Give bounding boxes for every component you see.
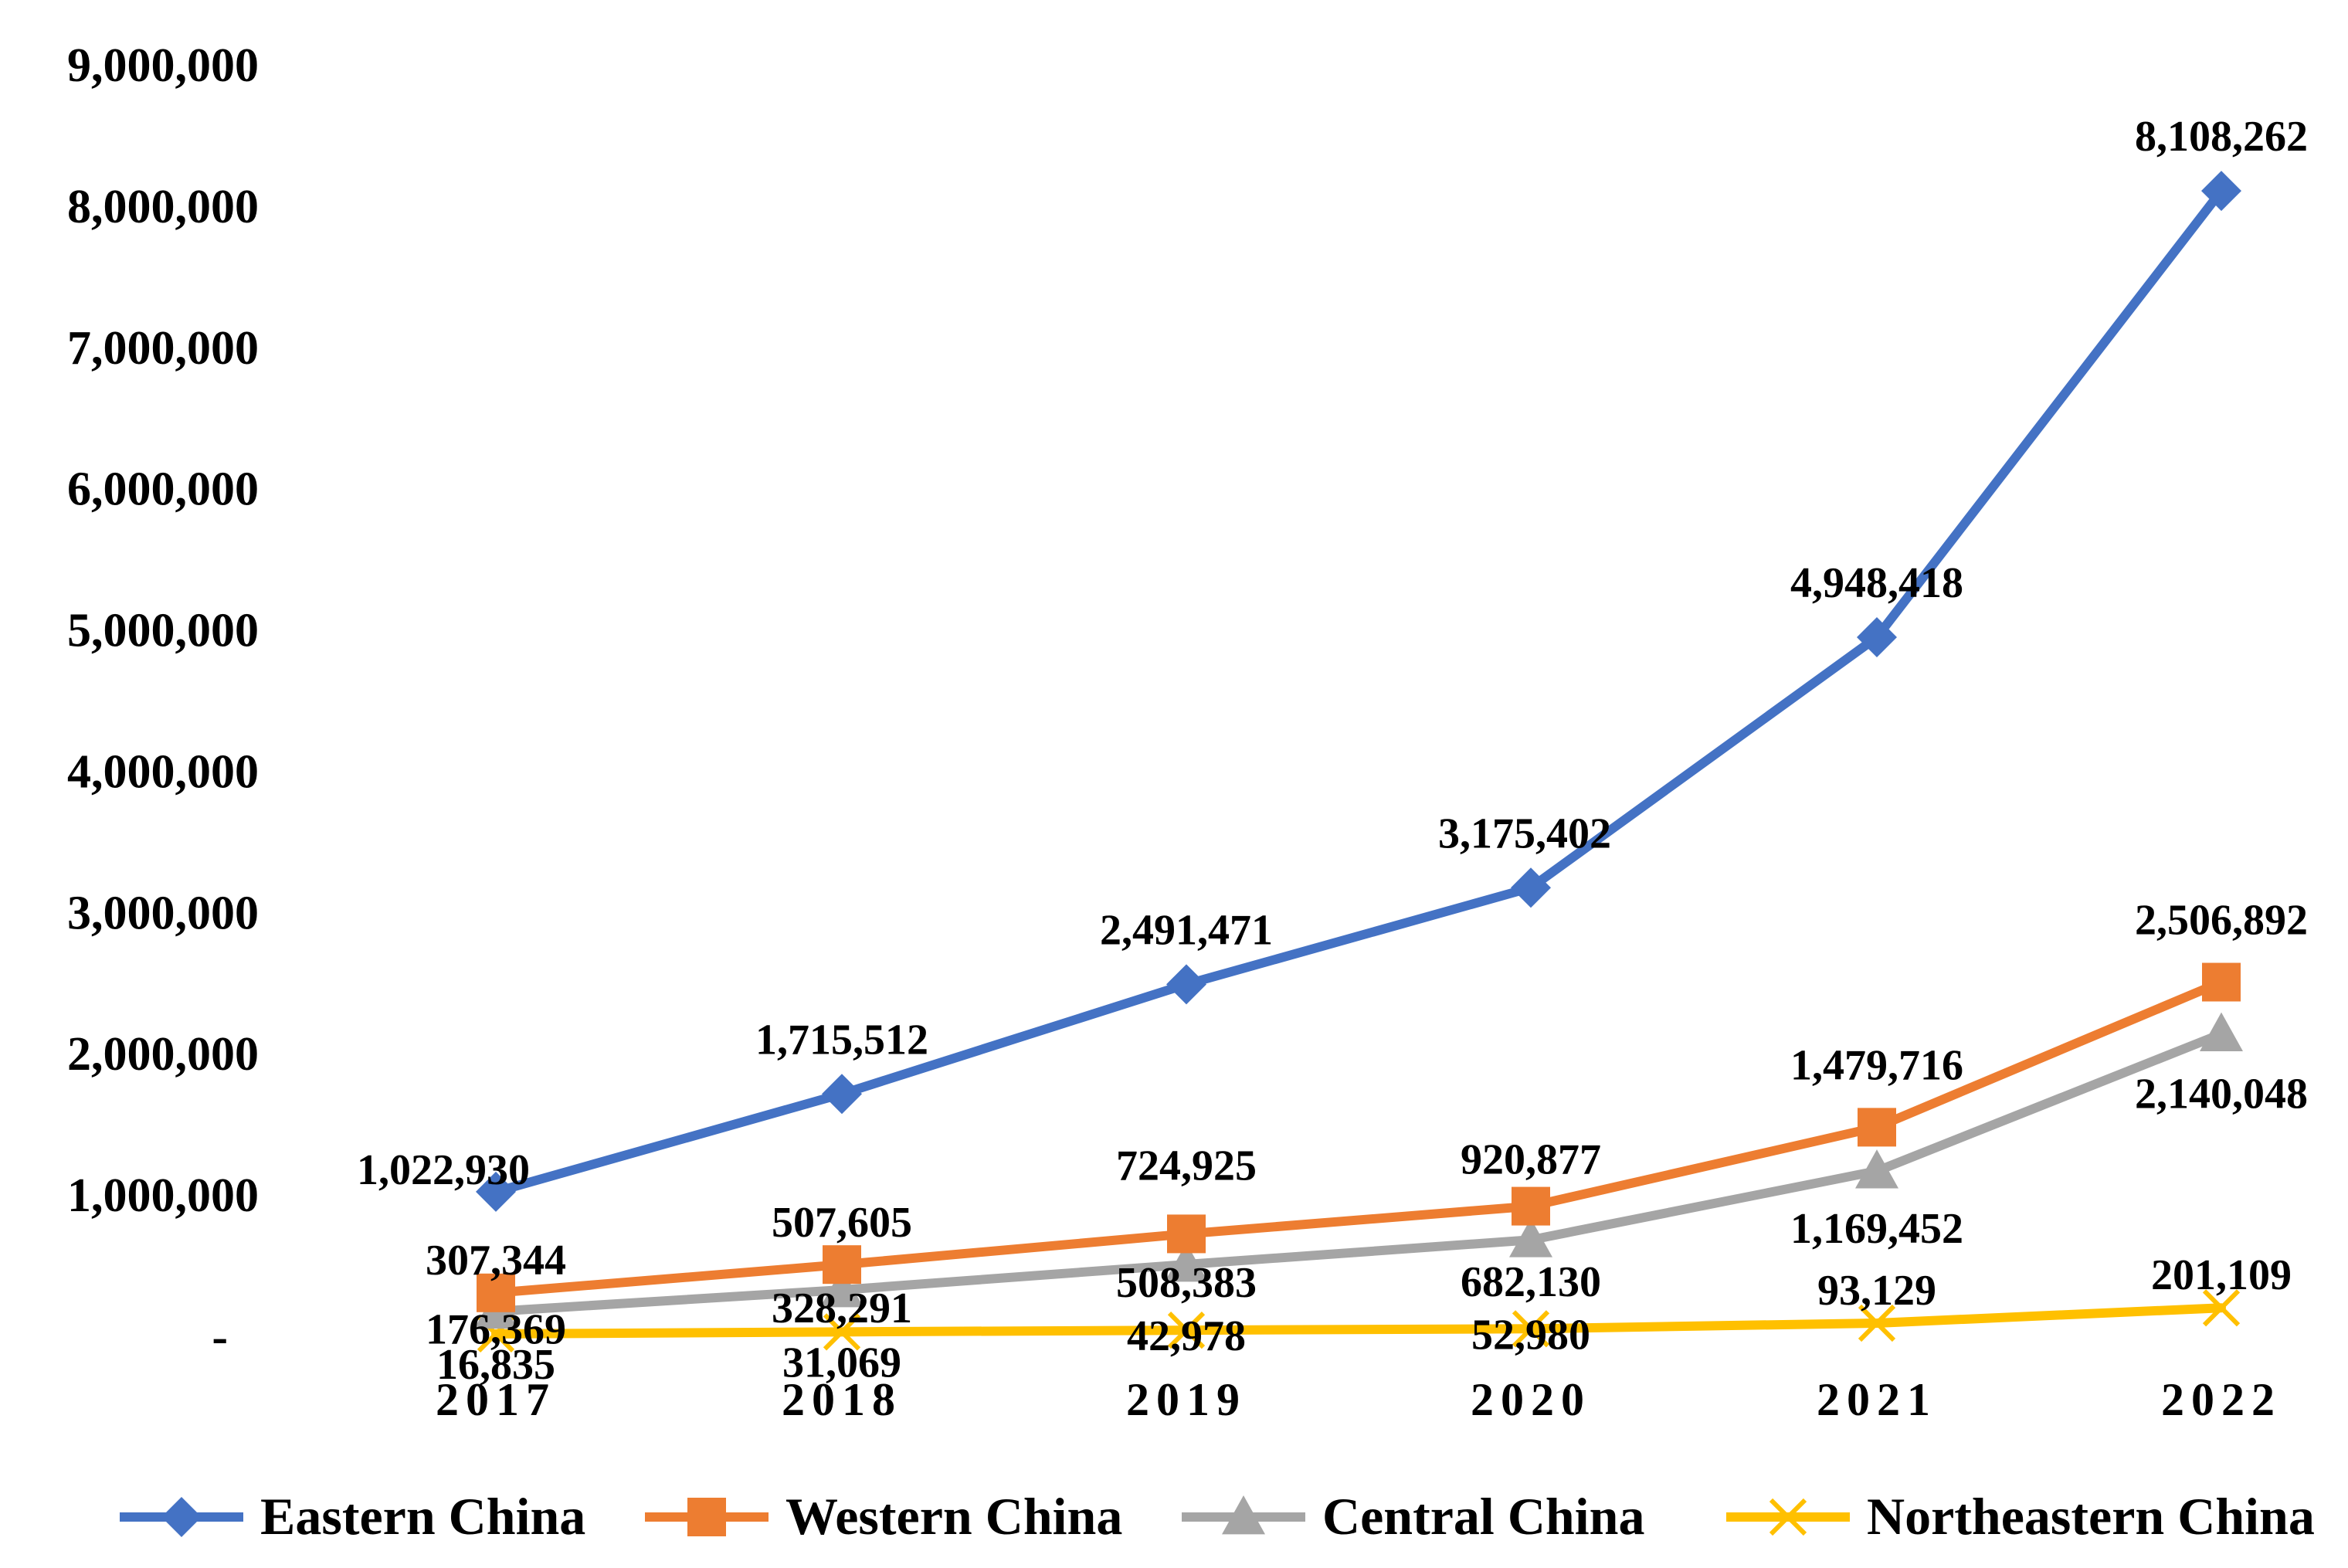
northeastern-china-data-label: 93,129 — [1817, 1267, 1936, 1315]
x-tick-label: 2017 — [436, 1374, 556, 1425]
eastern-china-data-label: 8,108,262 — [2135, 113, 2308, 161]
western-china-point — [477, 1273, 515, 1312]
eastern-china-point — [1857, 616, 1897, 657]
central-china-data-label: 176,369 — [426, 1306, 566, 1354]
northeastern-china-point — [1858, 1304, 1896, 1342]
legend-marker-eastern-china — [161, 1497, 202, 1537]
legend-item-central-china: Central China — [1182, 1487, 1644, 1546]
y-tick-label: 7,000,000 — [67, 322, 259, 375]
legend: Eastern China Western China Central China N… — [120, 1487, 2315, 1546]
central-china-data-label: 2,140,048 — [2135, 1071, 2308, 1118]
legend-item-western-china: Western China — [645, 1487, 1122, 1546]
y-tick-label: 3,000,000 — [67, 887, 259, 939]
y-tick-label: 1,000,000 — [67, 1169, 259, 1222]
western-china-point — [1858, 1108, 1896, 1147]
y-tick-label: 9,000,000 — [67, 39, 259, 92]
western-china-point — [1167, 1214, 1206, 1254]
northeastern-china-data-label: 52,980 — [1471, 1311, 1590, 1359]
eastern-china-point — [2201, 171, 2241, 212]
western-china-point — [2202, 962, 2241, 1002]
series-markers — [474, 171, 2243, 1353]
eastern-china-line — [491, 186, 2226, 1196]
x-tick-label: 2022 — [2161, 1374, 2282, 1425]
western-china-data-label: 920,877 — [1461, 1136, 1601, 1184]
central-china-point — [1509, 1218, 1552, 1257]
western-china-data-label: 1,479,716 — [1790, 1041, 1963, 1089]
series-lines — [491, 186, 2226, 1339]
x-tick-label: 2021 — [1817, 1374, 1937, 1425]
western-china-point — [1512, 1186, 1550, 1226]
y-tick-label: 4,000,000 — [67, 745, 259, 798]
x-tick-label: 2020 — [1471, 1374, 1591, 1425]
y-tick-label: 5,000,000 — [67, 605, 259, 657]
legend-label: Western China — [785, 1487, 1122, 1546]
northeastern-china-point — [2202, 1289, 2241, 1327]
northeastern-china-point — [823, 1313, 861, 1351]
x-axis: 2017 2018 2019 2020 2021 2022 — [436, 1374, 2282, 1425]
central-china-point — [1855, 1149, 1898, 1189]
eastern-china-data-label: 1,022,930 — [357, 1146, 530, 1194]
y-tick-label: 6,000,000 — [67, 463, 259, 516]
western-china-data-label: 2,506,892 — [2135, 897, 2308, 945]
eastern-china-data-label: 1,715,512 — [755, 1016, 928, 1064]
legend-marker-central-china — [1222, 1495, 1265, 1535]
legend-item-eastern-china: Eastern China — [120, 1487, 585, 1546]
northeastern-china-point — [1512, 1310, 1550, 1348]
western-china-data-label: 507,605 — [772, 1199, 912, 1247]
central-china-point — [1165, 1243, 1208, 1282]
northeastern-china-data-label: 16,835 — [436, 1341, 555, 1389]
eastern-china-data-label: 3,175,402 — [1438, 809, 1611, 857]
northeastern-china-data-label: 31,069 — [782, 1339, 901, 1386]
northeastern-china-data-label: 42,978 — [1127, 1312, 1246, 1360]
central-china-point — [2200, 1012, 2243, 1052]
y-tick-label: 2,000,000 — [67, 1028, 259, 1081]
northeastern-china-data-label: 201,109 — [2151, 1251, 2292, 1299]
legend-item-northeastern-china: Northeastern China — [1726, 1487, 2315, 1546]
data-labels: 1,022,930 1,715,512 2,491,471 3,175,402 4,94… — [357, 113, 2308, 1389]
northeastern-china-line — [491, 1303, 2226, 1339]
y-tick-label: - — [212, 1311, 228, 1363]
central-china-data-label: 328,291 — [772, 1285, 912, 1332]
x-tick-label: 2019 — [1126, 1374, 1247, 1425]
western-china-point — [823, 1245, 861, 1285]
eastern-china-data-label: 4,948,418 — [1790, 559, 1963, 607]
central-china-data-label: 682,130 — [1461, 1258, 1601, 1306]
y-axis: - 1,000,000 2,000,000 3,000,000 4,000,000 5,0… — [67, 39, 259, 1363]
eastern-china-point — [822, 1074, 862, 1115]
western-china-data-label: 307,344 — [426, 1237, 566, 1285]
legend-label: Central China — [1322, 1487, 1644, 1546]
eastern-china-point — [1166, 964, 1206, 1005]
central-china-line — [491, 1029, 2226, 1316]
y-tick-label: 8,000,000 — [67, 181, 259, 233]
western-china-data-label: 724,925 — [1116, 1142, 1257, 1190]
northeastern-china-point — [1167, 1312, 1206, 1349]
eastern-china-point — [476, 1171, 516, 1212]
eastern-china-data-label: 2,491,471 — [1100, 906, 1273, 954]
eastern-china-point — [1511, 867, 1551, 908]
legend-marker-western-china — [687, 1498, 726, 1536]
legend-label: Eastern China — [260, 1487, 585, 1546]
x-tick-label: 2018 — [782, 1374, 902, 1425]
legend-marker-northeastern-china — [1769, 1498, 1807, 1536]
central-china-point — [820, 1268, 864, 1308]
central-china-data-label: 1,169,452 — [1790, 1205, 1963, 1253]
central-china-data-label: 508,383 — [1116, 1259, 1257, 1307]
western-china-line — [491, 977, 2226, 1298]
legend-label: Northeastern China — [1867, 1487, 2315, 1546]
